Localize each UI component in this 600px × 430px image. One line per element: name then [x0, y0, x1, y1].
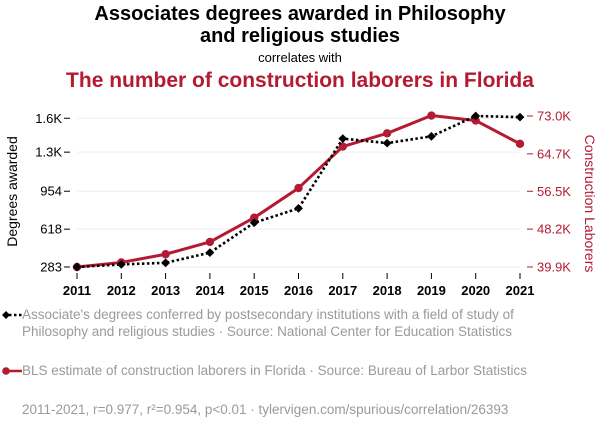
- series-laborers-point: [250, 213, 259, 222]
- series-laborers-point: [294, 183, 303, 193]
- grid-lines: [77, 117, 520, 268]
- legend-text-laborers: BLS estimate of construction laborers in…: [22, 363, 527, 378]
- y-right-tick-label: 73.0K: [537, 109, 571, 124]
- y-right-tick-label: 56.5K: [537, 184, 571, 199]
- series-degrees-point: [249, 218, 259, 228]
- x-tick-label: 2013: [151, 283, 180, 298]
- x-tick-label: 2014: [195, 283, 225, 298]
- legend-item-laborers: BLS estimate of construction laborers in…: [22, 362, 552, 379]
- series: [72, 111, 525, 272]
- legend-text-degrees: Associate's degrees conferred by postsec…: [22, 307, 514, 339]
- series-laborers-point: [471, 116, 480, 125]
- chart-title-second-series: The number of construction laborers in F…: [66, 69, 534, 92]
- x-tick-label: 2018: [373, 283, 402, 298]
- series-degrees-point: [72, 262, 82, 272]
- footer-stats: 2011-2021, r=0.977, r²=0.954, p<0.01 · t…: [22, 402, 509, 417]
- y-right-axis-title: Construction Laborers: [582, 135, 598, 273]
- chart-title-line1: Associates degrees awarded in Philosophy: [94, 3, 506, 25]
- series-laborers-point: [205, 237, 215, 247]
- series-degrees-point: [382, 138, 392, 148]
- series-degrees-point: [471, 111, 481, 121]
- x-tick-label: 2015: [240, 283, 269, 298]
- axes: 283 618 954 1.3K 1.6K 39.9K 48.2K 56.5K 64.7K 73.…: [4, 109, 598, 299]
- y-right-tick-label: 64.7K: [537, 146, 571, 161]
- x-tick-label: 2021: [506, 283, 535, 298]
- y-left-tick-label: 1.6K: [35, 111, 62, 126]
- x-tick-label: 2011: [63, 283, 91, 298]
- series-degrees-point: [294, 203, 303, 213]
- y-left-tick-label: 283: [40, 260, 62, 275]
- chart-subtitle: correlates with: [258, 50, 342, 65]
- series-degrees-point: [116, 260, 126, 269]
- series-degrees-point: [515, 112, 525, 122]
- series-degrees-point: [427, 131, 436, 141]
- x-tick-label: 2020: [461, 283, 490, 298]
- legend-item-degrees: Associate's degrees conferred by postsec…: [22, 306, 552, 340]
- x-tick-label: 2017: [328, 283, 357, 298]
- series-degrees-point: [161, 258, 170, 268]
- series-laborers-point: [427, 111, 436, 120]
- series-laborers-point: [161, 250, 170, 259]
- series-degrees-point: [338, 134, 348, 143]
- x-tick-label: 2016: [284, 283, 313, 298]
- series-degrees-point: [205, 248, 215, 258]
- y-right-tick-label: 39.9K: [537, 260, 571, 275]
- x-tick-label: 2012: [107, 283, 136, 298]
- y-left-axis-title: Degrees awarded: [4, 136, 20, 247]
- series-laborers-point: [515, 139, 525, 149]
- y-left-tick-label: 954: [40, 184, 62, 199]
- chart-title-line2: and religious studies: [199, 25, 401, 47]
- series-degrees-line: [76, 114, 521, 269]
- y-left-tick-label: 1.3K: [35, 145, 62, 160]
- x-tick-label: 2019: [417, 283, 446, 298]
- y-right-tick-label: 48.2K: [537, 222, 571, 237]
- series-laborers-point: [382, 129, 392, 138]
- y-left-tick-label: 618: [40, 222, 62, 237]
- series-laborers-point: [338, 142, 347, 151]
